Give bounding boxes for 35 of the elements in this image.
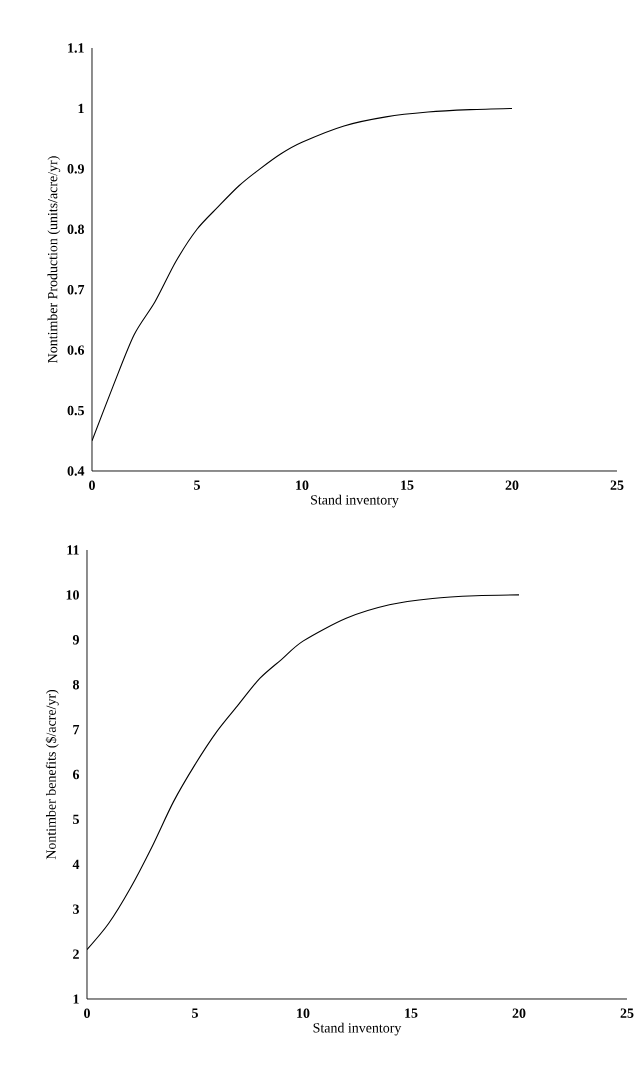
y-tick-label: 6 bbox=[72, 769, 80, 780]
x-tick-label: 10 bbox=[297, 1008, 310, 1018]
x-tick-label: 15 bbox=[405, 1008, 418, 1018]
y-tick-label: 1.1 bbox=[68, 43, 84, 53]
y-tick-label: 3 bbox=[73, 904, 80, 914]
y-tick-label: 5 bbox=[73, 814, 79, 825]
x-tick-label: 0 bbox=[84, 1008, 90, 1018]
x-tick-label: 10 bbox=[296, 480, 309, 490]
x-tick-label: 5 bbox=[192, 1008, 198, 1018]
y-tick-label: 1 bbox=[78, 103, 84, 114]
y-tick-label: 1 bbox=[73, 994, 79, 1004]
x-tick-label: 25 bbox=[620, 1008, 634, 1018]
x-axis-title: Stand inventory bbox=[313, 1022, 402, 1036]
x-tick-label: 5 bbox=[194, 480, 200, 490]
y-tick-label: 10 bbox=[66, 590, 79, 600]
y-axis-title: Nontimber benefits ($/acre/yr) bbox=[45, 689, 59, 860]
y-tick-label: 0.8 bbox=[67, 224, 85, 235]
y-tick-label: 2 bbox=[73, 949, 79, 959]
x-axis-title: Stand inventory bbox=[311, 494, 399, 508]
y-tick-label: 0.5 bbox=[67, 405, 84, 416]
y-tick-label: 0.7 bbox=[67, 284, 85, 295]
x-tick-label: 15 bbox=[401, 480, 414, 490]
y-tick-label: 8 bbox=[72, 679, 80, 690]
y-tick-label: 11 bbox=[67, 545, 79, 555]
y-axis-title: Nontimber Production (units/acre/yr) bbox=[47, 156, 61, 363]
x-tick-label: 20 bbox=[505, 480, 519, 490]
y-tick-label: 0.6 bbox=[67, 345, 85, 355]
y-tick-label: 7 bbox=[73, 725, 80, 735]
y-tick-label: 0.9 bbox=[67, 164, 84, 174]
y-tick-label: 0.4 bbox=[67, 466, 85, 476]
x-tick-label: 0 bbox=[89, 480, 95, 490]
x-tick-label: 25 bbox=[610, 480, 624, 490]
y-tick-label: 4 bbox=[72, 859, 80, 869]
x-tick-label: 20 bbox=[512, 1008, 526, 1018]
y-tick-label: 9 bbox=[72, 635, 79, 645]
